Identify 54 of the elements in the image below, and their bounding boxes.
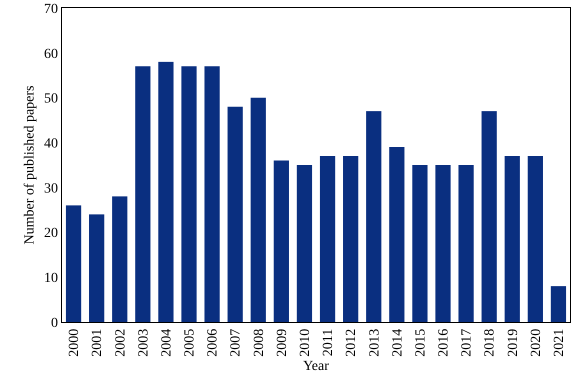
x-tick-label: 2008	[252, 328, 267, 357]
bar	[482, 111, 497, 322]
bar	[435, 165, 451, 322]
bar	[458, 165, 474, 322]
bar	[389, 147, 404, 322]
x-tick-label: 2002	[113, 328, 128, 357]
x-tick-label: 2012	[344, 328, 360, 357]
x-tick-label: 2001	[90, 328, 106, 357]
x-tick-label: 2020	[528, 328, 544, 357]
x-tick-label: 2016	[436, 328, 452, 357]
x-tick-label: 2015	[413, 328, 428, 357]
x-tick-label: 2014	[390, 328, 406, 357]
y-tick-label: 40	[44, 136, 58, 152]
bar	[343, 156, 358, 322]
bar	[66, 205, 82, 322]
bar	[412, 165, 428, 322]
x-tick-label: 2005	[182, 328, 198, 357]
bar	[89, 214, 104, 322]
x-tick-label: 2010	[298, 328, 313, 357]
x-tick-label: 2021	[552, 328, 567, 357]
x-tick-label: 2019	[506, 328, 521, 357]
y-tick-label: 20	[44, 226, 58, 242]
x-tick-label: 2013	[367, 328, 382, 357]
bar	[504, 156, 520, 322]
bar	[135, 66, 150, 322]
y-tick-label: 70	[44, 2, 58, 17]
y-tick-label: 60	[44, 46, 58, 62]
bar	[181, 66, 197, 322]
x-tick-label: 2018	[482, 328, 498, 357]
bar	[320, 156, 336, 322]
y-tick-label: 50	[44, 92, 58, 107]
bar	[158, 62, 174, 322]
x-tick-label: 2011	[321, 328, 336, 356]
x-tick-label: 2007	[228, 328, 244, 357]
y-tick-label: 30	[44, 181, 58, 196]
x-tick-label: 2003	[136, 328, 152, 357]
bar	[228, 106, 243, 322]
x-tick-label: 2017	[460, 328, 475, 357]
y-tick-label: 0	[51, 316, 58, 331]
bar	[250, 98, 266, 322]
bar	[296, 165, 312, 322]
bar	[274, 160, 289, 322]
x-tick-label: 2006	[206, 328, 221, 357]
bar	[204, 66, 220, 322]
x-tick-label: 2000	[67, 328, 82, 357]
y-axis-title: Number of published papers	[22, 85, 38, 245]
bar	[550, 286, 566, 322]
x-tick-label: 2004	[159, 328, 174, 357]
bar	[112, 196, 128, 322]
x-axis-title: Year	[303, 359, 330, 374]
x-tick-label: 2009	[274, 328, 290, 357]
bar	[528, 156, 543, 322]
bar	[366, 111, 382, 322]
y-tick-label: 10	[44, 271, 58, 286]
